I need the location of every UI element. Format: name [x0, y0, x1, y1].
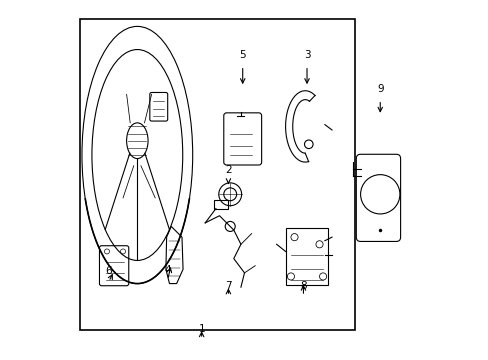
Text: 3: 3	[303, 50, 310, 60]
Text: 1: 1	[198, 324, 204, 334]
Text: 6: 6	[105, 266, 112, 276]
Bar	[214, 200, 228, 208]
Text: 2: 2	[224, 165, 231, 175]
Text: 9: 9	[376, 84, 383, 94]
Text: 8: 8	[300, 281, 306, 291]
Text: 4: 4	[164, 265, 171, 275]
Text: 7: 7	[224, 281, 231, 291]
Text: 5: 5	[239, 50, 245, 60]
Bar	[80, 19, 354, 330]
